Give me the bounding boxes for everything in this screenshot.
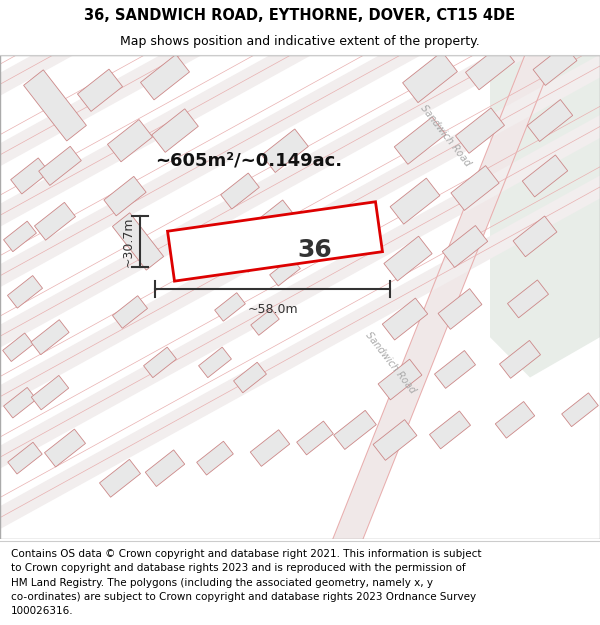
Polygon shape <box>430 411 470 449</box>
Text: to Crown copyright and database rights 2023 and is reproduced with the permissio: to Crown copyright and database rights 2… <box>11 563 466 573</box>
Text: ~30.7m: ~30.7m <box>122 216 135 267</box>
Polygon shape <box>508 280 548 318</box>
Polygon shape <box>140 54 190 100</box>
Polygon shape <box>233 362 266 392</box>
Polygon shape <box>495 401 535 438</box>
Polygon shape <box>0 167 600 538</box>
Polygon shape <box>394 117 446 164</box>
Polygon shape <box>143 347 176 378</box>
Text: 100026316.: 100026316. <box>11 606 73 616</box>
Polygon shape <box>112 213 164 270</box>
Polygon shape <box>0 107 600 477</box>
Polygon shape <box>0 0 600 296</box>
Polygon shape <box>250 430 290 466</box>
Polygon shape <box>4 388 37 418</box>
Polygon shape <box>562 393 598 427</box>
Text: 36: 36 <box>298 238 332 261</box>
Text: ~58.0m: ~58.0m <box>247 303 298 316</box>
Polygon shape <box>533 45 577 86</box>
Polygon shape <box>262 129 308 173</box>
Polygon shape <box>11 158 49 194</box>
Polygon shape <box>2 333 34 361</box>
Polygon shape <box>257 200 293 232</box>
Polygon shape <box>378 359 422 400</box>
Text: 36, SANDWICH ROAD, EYTHORNE, DOVER, CT15 4DE: 36, SANDWICH ROAD, EYTHORNE, DOVER, CT15… <box>85 8 515 23</box>
Polygon shape <box>0 46 600 417</box>
Polygon shape <box>466 44 515 90</box>
Polygon shape <box>451 166 499 211</box>
Polygon shape <box>438 289 482 329</box>
Text: HM Land Registry. The polygons (including the associated geometry, namely x, y: HM Land Registry. The polygons (includin… <box>11 578 433 587</box>
Polygon shape <box>7 276 43 308</box>
Polygon shape <box>100 459 140 498</box>
Polygon shape <box>390 178 440 224</box>
Polygon shape <box>382 298 428 340</box>
Text: ~605m²/~0.149ac.: ~605m²/~0.149ac. <box>155 152 342 170</box>
Polygon shape <box>107 119 152 162</box>
Polygon shape <box>328 50 552 564</box>
Polygon shape <box>38 146 82 186</box>
Polygon shape <box>403 52 457 102</box>
Polygon shape <box>152 109 199 152</box>
Polygon shape <box>442 226 488 268</box>
Polygon shape <box>31 376 69 410</box>
Polygon shape <box>0 0 600 235</box>
Text: Sandwich Road: Sandwich Road <box>363 330 417 395</box>
Polygon shape <box>221 173 259 209</box>
Polygon shape <box>77 69 122 111</box>
Polygon shape <box>199 347 232 378</box>
Polygon shape <box>167 202 382 281</box>
Polygon shape <box>251 309 279 335</box>
Polygon shape <box>238 241 272 272</box>
Polygon shape <box>513 216 557 257</box>
Polygon shape <box>104 176 146 216</box>
Polygon shape <box>373 419 417 461</box>
Polygon shape <box>8 442 42 474</box>
Polygon shape <box>269 258 301 286</box>
Polygon shape <box>0 0 600 104</box>
Polygon shape <box>334 411 376 449</box>
Polygon shape <box>23 70 86 141</box>
Polygon shape <box>31 319 69 355</box>
Text: Map shows position and indicative extent of the property.: Map shows position and indicative extent… <box>120 35 480 48</box>
Polygon shape <box>455 108 505 153</box>
Polygon shape <box>145 450 185 486</box>
Polygon shape <box>296 421 334 455</box>
Text: Contains OS data © Crown copyright and database right 2021. This information is : Contains OS data © Crown copyright and d… <box>11 549 481 559</box>
Polygon shape <box>112 296 148 328</box>
Polygon shape <box>0 0 600 356</box>
Text: co-ordinates) are subject to Crown copyright and database rights 2023 Ordnance S: co-ordinates) are subject to Crown copyr… <box>11 592 476 602</box>
Polygon shape <box>215 292 245 321</box>
Polygon shape <box>434 351 476 388</box>
Polygon shape <box>34 202 76 240</box>
Polygon shape <box>384 236 432 281</box>
Polygon shape <box>490 55 600 378</box>
Polygon shape <box>327 50 553 564</box>
Polygon shape <box>527 99 573 141</box>
Polygon shape <box>522 155 568 197</box>
Polygon shape <box>499 341 541 378</box>
Text: Sandwich Road: Sandwich Road <box>418 103 472 168</box>
Polygon shape <box>0 0 600 175</box>
Polygon shape <box>4 221 37 252</box>
Polygon shape <box>44 429 86 467</box>
Polygon shape <box>197 441 233 475</box>
